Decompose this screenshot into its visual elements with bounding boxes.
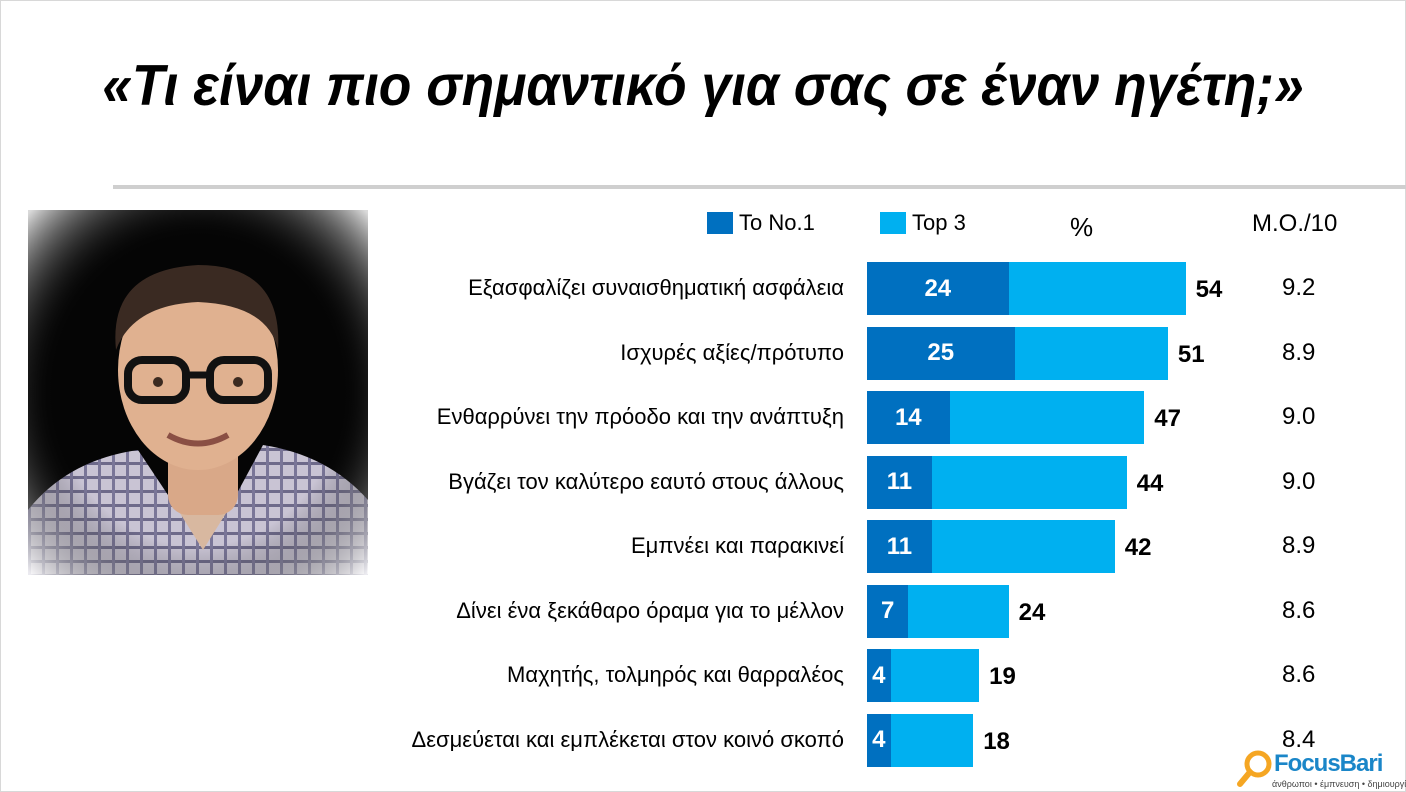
top3-value-label: 54 [1195,276,1223,303]
category-label: Ισχυρές αξίες/πρότυπο [620,339,844,365]
bar-no1: 24 [867,262,1009,315]
category-label: Δεσμεύεται και εμπλέκεται στον κοινό σκο… [411,726,844,752]
mean-value: 8.6 [1282,661,1316,688]
speaker-photo [28,210,368,575]
bar-no1: 4 [867,649,891,702]
bar-no1: 11 [867,455,932,509]
category-label: Δίνει ένα ξεκάθαρο όραμα για το μέλλον [456,597,844,623]
top3-value-label: 51 [1177,340,1205,368]
top3-value-label: 42 [1124,534,1152,561]
logo-name: FocusBari [1274,750,1383,777]
top3-value-label: 24 [1018,598,1046,626]
mean-value: 9.0 [1282,467,1316,495]
focusbari-logo: FocusBari άνθρωποι • έμπνευση • δημιουργ… [1236,746,1406,792]
top3-value-label: 47 [1154,405,1181,432]
category-label: Εμπνέει και παρακινεί [631,533,844,558]
bar-no1: 7 [867,584,909,638]
logo-tagline: άνθρωποι • έμπνευση • δημιουργία [1272,779,1406,789]
top3-value-label: 44 [1136,469,1164,497]
top3-value-label: 19 [989,663,1016,690]
top3-value-label: 18 [983,727,1010,755]
category-label: Εξασφαλίζει συναισθηματική ασφάλεια [468,275,844,300]
percent-label: % [1070,212,1094,242]
legend-top3-swatch [880,212,906,234]
title-divider [113,185,1406,189]
mean-header: M.O./10 [1252,210,1338,237]
category-label: Βγάζει τον καλύτερο εαυτό στους άλλους [448,468,844,494]
mean-value: 9.0 [1282,403,1316,430]
legend-top3: Top 3 [880,210,966,236]
legend-no1-swatch [707,212,733,234]
mean-value: 9.2 [1282,274,1316,301]
category-label: Μαχητής, τολμηρός και θαρραλέος [507,662,844,687]
mean-value: 8.4 [1282,725,1316,753]
magnifier-icon [1237,750,1272,787]
legend-no1: Το No.1 [707,210,815,236]
mean-value: 8.6 [1282,596,1316,624]
bar-no1: 11 [867,520,932,573]
category-label: Ενθαρρύνει την πρόοδο και την ανάπτυξη [436,404,844,429]
portrait-illustration [28,210,368,575]
page-title: «Τι είναι πιο σημαντικό για σας σε έναν … [102,53,1304,118]
legend-no1-label: Το No.1 [739,210,815,235]
bar-no1: 4 [867,713,891,767]
legend-top3-label: Top 3 [912,210,966,235]
mean-value: 8.9 [1282,532,1316,559]
bar-no1: 25 [867,326,1015,380]
bar-no1: 14 [867,391,950,444]
mean-value: 8.9 [1282,338,1316,366]
